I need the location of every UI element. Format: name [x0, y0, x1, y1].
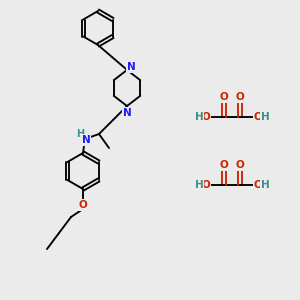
- Text: N: N: [82, 135, 90, 145]
- Text: H: H: [76, 129, 84, 139]
- Text: H: H: [195, 180, 203, 190]
- Text: H: H: [195, 112, 203, 122]
- Text: O: O: [236, 160, 244, 170]
- Text: N: N: [127, 62, 135, 72]
- Text: O: O: [254, 180, 262, 190]
- Text: O: O: [254, 112, 262, 122]
- Text: O: O: [79, 200, 87, 210]
- Text: O: O: [220, 160, 228, 170]
- Text: O: O: [202, 112, 210, 122]
- Text: N: N: [123, 108, 131, 118]
- Text: O: O: [202, 180, 210, 190]
- Text: O: O: [220, 92, 228, 102]
- Text: H: H: [261, 180, 269, 190]
- Text: O: O: [236, 92, 244, 102]
- Text: H: H: [261, 112, 269, 122]
